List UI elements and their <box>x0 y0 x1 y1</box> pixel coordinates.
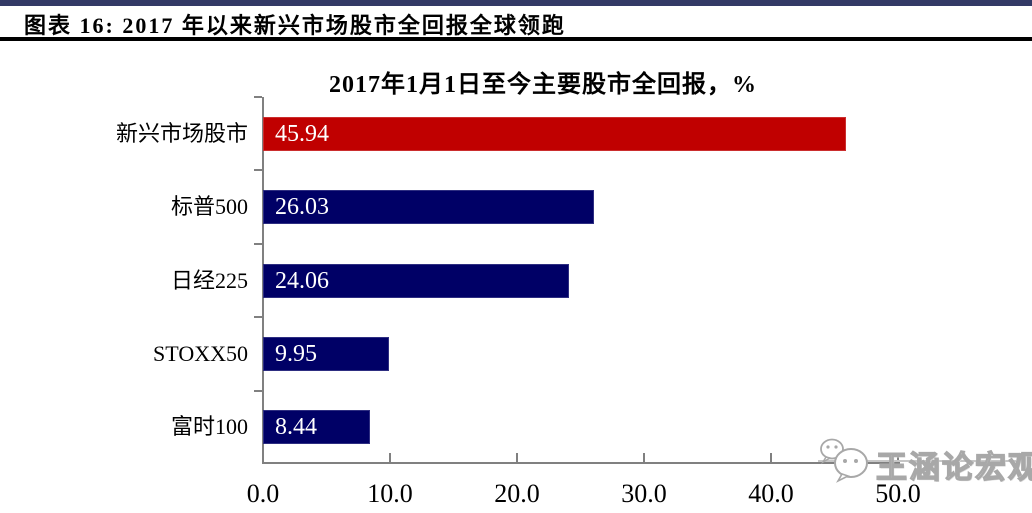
top-accent-strip <box>0 0 1032 6</box>
bar: 8.44 <box>263 410 371 445</box>
category-label: 新兴市场股市 <box>115 120 248 146</box>
bar: 26.03 <box>263 190 594 225</box>
watermark-text: 王涵论宏观 <box>875 449 1032 485</box>
bar-value-label: 26.03 <box>275 194 329 221</box>
x-axis-tick <box>770 453 772 462</box>
y-axis-tick <box>254 96 262 98</box>
x-tick-label: 10.0 <box>367 479 413 508</box>
figure-title: 图表 16: 2017 年以来新兴市场股市全回报全球领跑 <box>24 13 566 38</box>
category-label: STOXX50 <box>153 340 248 366</box>
x-axis-tick <box>643 453 645 462</box>
x-tick-label: 50.0 <box>875 479 921 508</box>
watermark: 王涵论宏观 <box>818 436 1032 487</box>
y-axis-tick <box>254 316 262 319</box>
bar-value-label: 24.06 <box>275 267 329 294</box>
chart-title: 2017年1月1日至今主要股市全回报，% <box>329 72 757 98</box>
bar-value-label: 8.44 <box>275 414 317 441</box>
wechat-icon <box>818 436 874 486</box>
y-axis-tick <box>254 389 262 392</box>
y-axis-tick <box>254 242 262 245</box>
x-axis-tick <box>516 453 518 462</box>
y-axis-tick <box>254 169 262 172</box>
x-tick-label: 0.0 <box>246 479 280 508</box>
bar: 24.06 <box>263 263 569 298</box>
x-axis-line <box>262 462 900 464</box>
category-label: 富时100 <box>170 414 248 440</box>
x-axis-tick <box>389 453 391 462</box>
bar: 9.95 <box>263 336 390 371</box>
watermark-line <box>818 460 1016 462</box>
x-tick-label: 30.0 <box>621 479 667 508</box>
category-label: 日经225 <box>170 267 248 293</box>
bar-value-label: 45.94 <box>275 120 329 147</box>
header-divider <box>0 37 1032 41</box>
x-tick-label: 20.0 <box>494 479 540 508</box>
x-axis-tick <box>897 453 899 462</box>
bar-value-label: 9.95 <box>275 340 317 367</box>
bar: 45.94 <box>263 116 847 151</box>
category-label: 标普500 <box>170 194 248 220</box>
x-tick-label: 40.0 <box>748 479 794 508</box>
